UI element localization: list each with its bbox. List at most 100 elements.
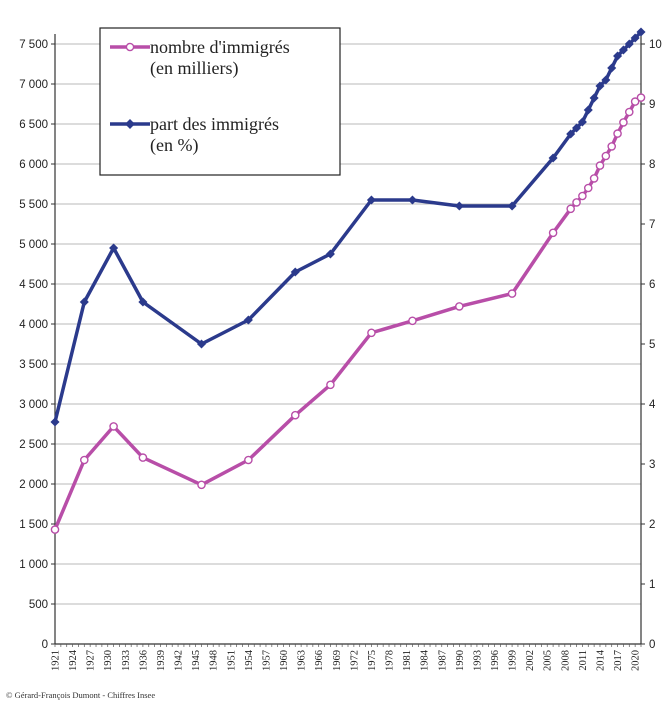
x-tick-label: 1945 (191, 650, 202, 671)
data-point-count (572, 198, 581, 207)
x-tick-label: 2008 (560, 650, 571, 671)
x-tick-label: 1933 (121, 650, 132, 671)
source-credit: © Gérard-François Dumont - Chiffres Inse… (6, 690, 156, 700)
x-tick-label: 2020 (631, 650, 642, 671)
data-point-share (595, 81, 605, 91)
legend-count-label-line1: nombre d'immigrés (150, 37, 290, 57)
legend-share-marker (125, 119, 135, 129)
right-tick-label: 10 (649, 39, 662, 51)
x-tick-label: 1939 (156, 650, 167, 671)
right-tick-label: 1 (649, 579, 655, 591)
data-point-share (79, 297, 89, 307)
x-tick-label: 1963 (297, 650, 308, 671)
data-point-count (636, 93, 646, 102)
x-tick-label: 1960 (279, 650, 290, 671)
x-tick-label: 1975 (367, 650, 378, 671)
x-tick-label: 2011 (578, 650, 589, 671)
legend-share-label-line2: (en %) (150, 135, 198, 156)
data-point-count (244, 455, 253, 465)
right-tick-label: 9 (649, 99, 655, 111)
left-tick-label: 7 500 (19, 39, 48, 51)
left-tick-label: 5 000 (19, 239, 48, 251)
data-point-count (607, 142, 617, 151)
x-tick-label: 1948 (209, 650, 220, 671)
data-point-count (583, 183, 593, 193)
x-tick-label: 1978 (385, 650, 396, 671)
data-point-count (601, 151, 611, 161)
data-point-share (548, 153, 558, 163)
left-tick-label: 3 000 (19, 399, 48, 411)
x-tick-label: 1921 (51, 650, 62, 671)
x-tick-label: 1924 (68, 649, 79, 671)
data-point-count (578, 191, 587, 201)
x-axis: 1921 1924 1927 1930 1933 1936 1939 1942 1945 1948… (51, 643, 642, 671)
x-tick-label: 2005 (543, 650, 554, 671)
right-tick-label: 4 (649, 399, 656, 411)
data-point-share (138, 297, 148, 307)
x-tick-label: 1930 (103, 650, 114, 671)
data-point-count (197, 480, 206, 490)
x-tick-label: 1987 (437, 650, 448, 671)
data-point-count (589, 174, 599, 183)
right-tick-label: 7 (649, 219, 655, 231)
left-tick-label: 5 500 (19, 199, 48, 211)
data-point-count (367, 328, 376, 338)
left-tick-label: 6 500 (19, 119, 48, 131)
data-point-count (630, 97, 640, 106)
x-tick-label: 1936 (138, 650, 149, 671)
x-tick-label: 1981 (402, 650, 413, 671)
data-point-share (243, 315, 253, 325)
left-tick-label: 2 000 (19, 479, 48, 491)
legend: nombre d'immigrés (en milliers) part des… (99, 27, 341, 176)
x-tick-label: 1951 (226, 650, 237, 671)
x-tick-label: 1969 (332, 650, 343, 671)
legend-share-label-line1: part des immigrés (150, 114, 279, 134)
data-point-share (454, 201, 464, 211)
data-point-count (566, 204, 575, 214)
data-point-share (109, 243, 119, 253)
right-tick-label: 0 (649, 639, 655, 651)
legend-box (99, 27, 341, 176)
data-point-count (50, 525, 60, 534)
left-tick-label: 1 000 (19, 559, 48, 571)
x-tick-label: 1966 (314, 650, 325, 671)
data-point-count (619, 118, 628, 127)
left-tick-label: 0 (42, 639, 48, 651)
data-point-count (507, 289, 517, 298)
left-tick-label: 4 500 (19, 279, 48, 291)
right-tick-label: 6 (649, 279, 655, 291)
data-point-count (109, 422, 118, 431)
x-tick-label: 1996 (490, 650, 501, 671)
left-tick-label: 7 000 (19, 79, 48, 91)
data-point-count (408, 316, 417, 326)
left-tick-label: 1 500 (19, 519, 48, 531)
right-axis: 0 1 2 3 4 5 6 7 8 9 10 (640, 34, 662, 651)
data-point-count (80, 455, 89, 465)
right-tick-label: 3 (649, 459, 655, 471)
left-axis: 0 500 1 000 1 500 2 000 2 500 3 000 3 500 4 000 4… (19, 34, 56, 651)
left-tick-label: 500 (29, 599, 48, 611)
x-tick-label: 1990 (455, 650, 466, 671)
x-tick-label: 1942 (174, 650, 185, 671)
x-tick-label: 2002 (525, 650, 536, 671)
x-tick-label: 1999 (508, 650, 519, 671)
data-point-count (548, 228, 558, 238)
left-tick-label: 2 500 (19, 439, 48, 451)
data-point-share (50, 417, 60, 427)
x-tick-label: 2014 (595, 649, 606, 671)
x-tick-label: 1957 (261, 650, 272, 671)
data-point-count (624, 107, 634, 117)
data-point-share (407, 195, 417, 205)
right-tick-label: 5 (649, 339, 655, 351)
data-point-share (572, 123, 582, 133)
legend-count-marker (125, 42, 135, 52)
x-tick-label: 1927 (86, 650, 97, 671)
data-point-count (290, 410, 300, 420)
legend-count-label-line2: (en milliers) (150, 58, 238, 79)
x-tick-label: 1954 (244, 649, 255, 671)
left-tick-label: 6 000 (19, 159, 48, 171)
x-tick-label: 2017 (613, 650, 624, 671)
right-tick-label: 2 (649, 519, 655, 531)
right-tick-label: 8 (649, 159, 655, 171)
